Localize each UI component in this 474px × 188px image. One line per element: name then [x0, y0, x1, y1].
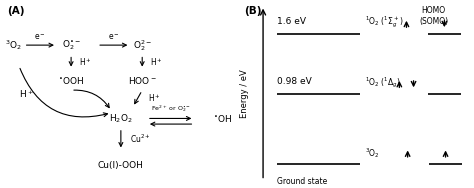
- Text: 0.98 eV: 0.98 eV: [277, 77, 312, 86]
- Text: (B): (B): [244, 6, 262, 16]
- Text: $^1$O$_2$ ($^1\Sigma_g^+$): $^1$O$_2$ ($^1\Sigma_g^+$): [365, 15, 404, 30]
- Text: O$_2^{2-}$: O$_2^{2-}$: [133, 38, 152, 53]
- Text: O$_2^{\bullet-}$: O$_2^{\bullet-}$: [62, 38, 81, 52]
- Text: e$^-$: e$^-$: [108, 33, 119, 42]
- Text: Energy / eV: Energy / eV: [240, 70, 248, 118]
- Text: H$^+$: H$^+$: [150, 56, 163, 68]
- Text: $^1$O$_2$ ($^1\Delta_g$): $^1$O$_2$ ($^1\Delta_g$): [365, 76, 401, 90]
- Text: HOO$^-$: HOO$^-$: [128, 75, 156, 86]
- Text: HOMO
(SOMO): HOMO (SOMO): [419, 6, 448, 26]
- Text: $^3$O$_2$: $^3$O$_2$: [365, 146, 380, 160]
- Text: H$^+$: H$^+$: [147, 92, 161, 104]
- Text: e$^-$: e$^-$: [35, 33, 46, 42]
- Text: Ground state: Ground state: [277, 177, 328, 186]
- Text: Cu$^{2+}$: Cu$^{2+}$: [129, 133, 150, 145]
- Text: H$^+$: H$^+$: [19, 88, 34, 100]
- Text: H$_2$O$_2$: H$_2$O$_2$: [109, 112, 133, 125]
- Text: 1.6 eV: 1.6 eV: [277, 17, 306, 26]
- Text: Fe$^{2+}$ or O$_2^{\bullet-}$: Fe$^{2+}$ or O$_2^{\bullet-}$: [151, 104, 191, 114]
- Text: $^{\bullet}$OH: $^{\bullet}$OH: [213, 113, 232, 124]
- Text: Cu(I)-OOH: Cu(I)-OOH: [98, 161, 144, 170]
- Text: $^3$O$_2$: $^3$O$_2$: [5, 38, 22, 52]
- Text: $^{\bullet}$OOH: $^{\bullet}$OOH: [58, 75, 84, 86]
- Text: H$^+$: H$^+$: [79, 56, 92, 68]
- Text: (A): (A): [7, 6, 25, 16]
